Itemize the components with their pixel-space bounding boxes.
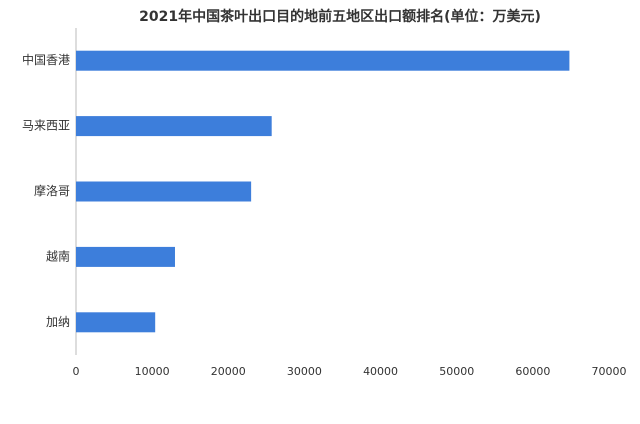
x-tick-label: 70000: [592, 365, 627, 378]
x-tick-label: 30000: [287, 365, 322, 378]
x-tick-label: 20000: [211, 365, 246, 378]
bar: [76, 312, 156, 333]
bar: [76, 50, 570, 71]
x-tick-label: 50000: [439, 365, 474, 378]
chart-title: 2021年中国茶叶出口目的地前五地区出口额排名(单位：万美元): [139, 8, 541, 25]
y-tick-label: 摩洛哥: [34, 183, 70, 198]
bar: [76, 246, 175, 267]
x-tick-label: 60000: [515, 365, 550, 378]
bar: [76, 181, 252, 202]
y-tick-label: 中国香港: [22, 52, 70, 67]
x-tick-label: 10000: [135, 365, 170, 378]
x-tick-label: 40000: [363, 365, 398, 378]
bar: [76, 116, 272, 137]
y-tick-label: 加纳: [46, 315, 70, 329]
y-tick-label: 越南: [46, 248, 70, 263]
x-tick-label: 0: [73, 365, 80, 378]
y-tick-label: 马来西亚: [22, 119, 70, 133]
